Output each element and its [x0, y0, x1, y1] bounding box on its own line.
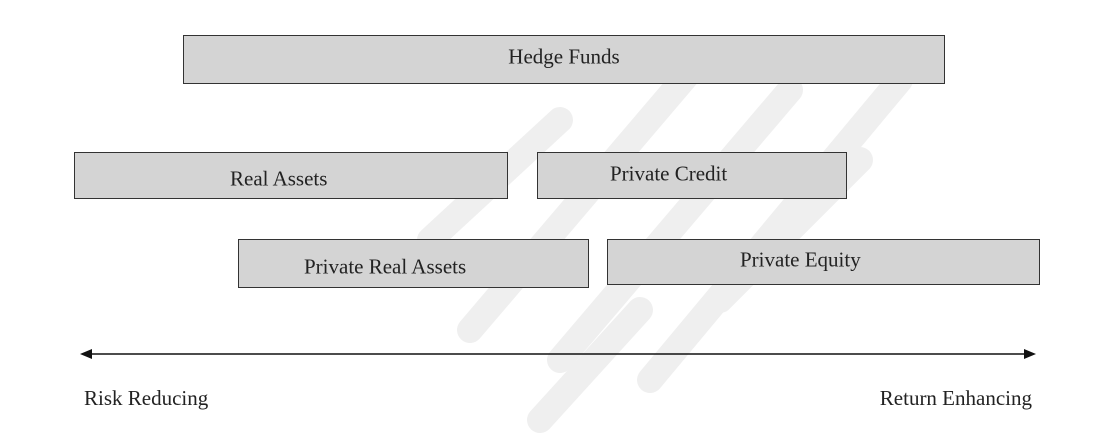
right-arrowhead-icon — [1024, 349, 1036, 359]
private-credit-box: Private Credit — [537, 152, 847, 199]
private-real-assets-label: Private Real Assets — [304, 254, 467, 278]
private-real-assets-box: Private Real Assets — [238, 239, 589, 288]
return-enhancing-label: Return Enhancing — [879, 386, 1032, 410]
risk-reducing-label: Risk Reducing — [84, 386, 209, 410]
real-assets-label: Real Assets — [230, 166, 328, 190]
private-equity-box: Private Equity — [607, 239, 1040, 285]
private-equity-label: Private Equity — [740, 247, 861, 272]
private-credit-label: Private Credit — [610, 161, 728, 185]
real-assets-box: Real Assets — [74, 152, 508, 199]
hedge-funds-box: Hedge Funds — [183, 35, 945, 84]
hedge-funds-label: Hedge Funds — [508, 44, 620, 68]
left-arrowhead-icon — [80, 349, 92, 359]
